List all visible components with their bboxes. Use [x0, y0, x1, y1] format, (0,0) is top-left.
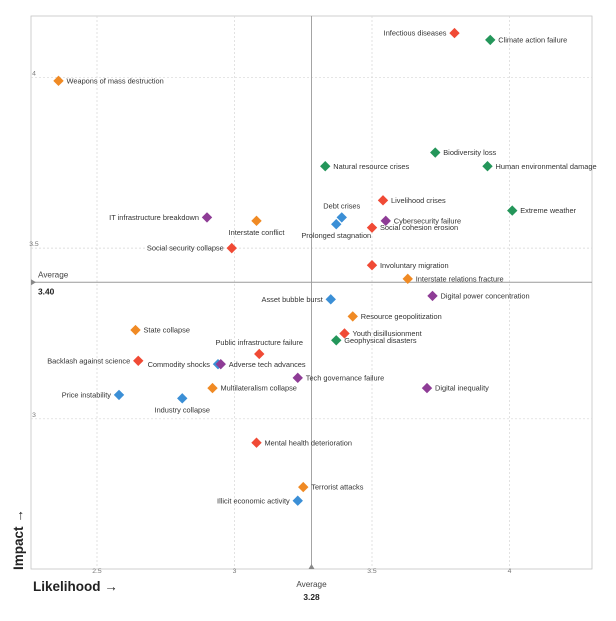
data-point-marker — [430, 147, 441, 158]
data-point-marker — [325, 294, 336, 305]
data-point-marker — [402, 273, 413, 285]
data-point-label: State collapse — [144, 326, 190, 335]
data-point-label: Natural resource crises — [333, 162, 409, 171]
data-point-marker — [427, 290, 438, 302]
data-points: Infectious diseases Climate action failur… — [47, 27, 597, 506]
data-point-label: Mental health deterioration — [265, 438, 353, 447]
data-point-label: Public infrastructure failure — [216, 338, 304, 347]
data-point-label: IT infrastructure breakdown — [109, 213, 199, 222]
data-point-marker — [133, 355, 144, 366]
data-point-label: Backlash against science — [47, 356, 130, 365]
data-point-label: Biodiversity loss — [443, 148, 496, 157]
average-x-marker — [308, 564, 315, 569]
data-point-label: Commodity shocks — [148, 360, 211, 369]
data-point-marker — [380, 215, 391, 227]
data-point-marker — [207, 382, 218, 394]
data-point-marker — [130, 324, 141, 336]
data-point-marker — [320, 160, 331, 172]
data-point-label: Illicit economic activity — [217, 496, 290, 505]
data-point-marker — [53, 75, 64, 87]
y-tick-label: 3.5 — [29, 241, 39, 248]
average-y-label: Average — [38, 270, 69, 279]
data-point-label: Extreme weather — [520, 206, 576, 215]
data-point-marker — [377, 195, 389, 206]
y-axis-title: Impact → — [11, 509, 26, 570]
data-point-marker — [366, 222, 378, 233]
x-tick-label: 3.5 — [367, 568, 377, 575]
data-point-label: Cybersecurity failure — [394, 216, 461, 225]
data-point-marker — [254, 348, 265, 360]
data-point-marker — [226, 242, 237, 254]
data-point-label: Terrorist attacks — [311, 483, 363, 492]
data-point-label: Youth disillusionment — [353, 329, 422, 338]
data-point-marker — [201, 212, 213, 223]
x-tick-label: 4 — [508, 568, 512, 575]
data-point-marker — [251, 437, 262, 448]
average-x-value: 3.28 — [303, 592, 320, 602]
y-tick-label: 4 — [32, 70, 36, 77]
data-point-marker — [449, 27, 460, 39]
data-point-label: Social cohesion erosion — [380, 223, 458, 232]
data-point-label: Multilateralism collapse — [221, 384, 297, 393]
data-point-marker — [251, 215, 262, 227]
data-point-marker — [331, 335, 342, 346]
data-point-marker — [292, 372, 303, 384]
data-point-label: Livelihood crises — [391, 196, 446, 205]
data-point-marker — [485, 34, 496, 46]
y-tick-label: 3 — [32, 412, 36, 419]
data-point-label: Social security collapse — [147, 244, 224, 253]
data-point-marker — [507, 205, 518, 216]
data-point-marker — [421, 382, 433, 394]
data-point-label: Infectious diseases — [384, 29, 447, 38]
tick-labels: 2.5 3 3.5 4 3 3.5 4 — [29, 70, 511, 575]
data-point-marker — [366, 259, 378, 271]
data-point-label: Tech governance failure — [306, 373, 384, 382]
data-point-label: Debt crises — [323, 201, 360, 210]
data-point-marker — [482, 160, 493, 172]
data-point-marker — [113, 389, 125, 401]
data-point-label: Weapons of mass destruction — [67, 76, 164, 85]
data-point-label: Geophysical disasters — [344, 336, 417, 345]
data-point-marker — [215, 358, 226, 370]
x-tick-label: 2.5 — [92, 568, 102, 575]
data-point-marker — [298, 481, 309, 493]
data-point-label: Digital power concentration — [441, 292, 530, 301]
average-y-value: 3.40 — [38, 286, 55, 296]
data-point-label: Asset bubble burst — [262, 295, 323, 304]
data-point-label: Prolonged stagnation — [301, 231, 371, 240]
data-point-marker — [292, 495, 303, 506]
data-point-label: Interstate relations fracture — [416, 274, 504, 283]
data-point-label: Adverse tech advances — [229, 360, 306, 369]
data-point-label: Industry collapse — [155, 405, 210, 414]
data-point-marker — [331, 219, 342, 230]
data-point-marker — [336, 212, 347, 223]
data-point-marker — [339, 328, 350, 339]
data-point-label: Involuntary migration — [380, 261, 449, 270]
x-tick-label: 3 — [233, 568, 237, 575]
data-point-label: Interstate conflict — [229, 228, 285, 237]
x-axis-title: Likelihood → — [33, 579, 118, 594]
data-point-marker — [347, 311, 358, 322]
data-point-marker — [177, 393, 188, 404]
data-point-label: Human environmental damage — [496, 162, 597, 171]
data-point-label: Climate action failure — [498, 35, 567, 44]
average-x-label: Average — [296, 580, 327, 589]
average-y-marker — [31, 279, 36, 286]
data-point-label: Price instability — [62, 391, 112, 400]
data-point-label: Digital inequality — [435, 384, 489, 393]
average-lines: Average 3.28 Average 3.40 — [31, 16, 592, 602]
data-point-label: Resource geopolitization — [361, 312, 442, 321]
